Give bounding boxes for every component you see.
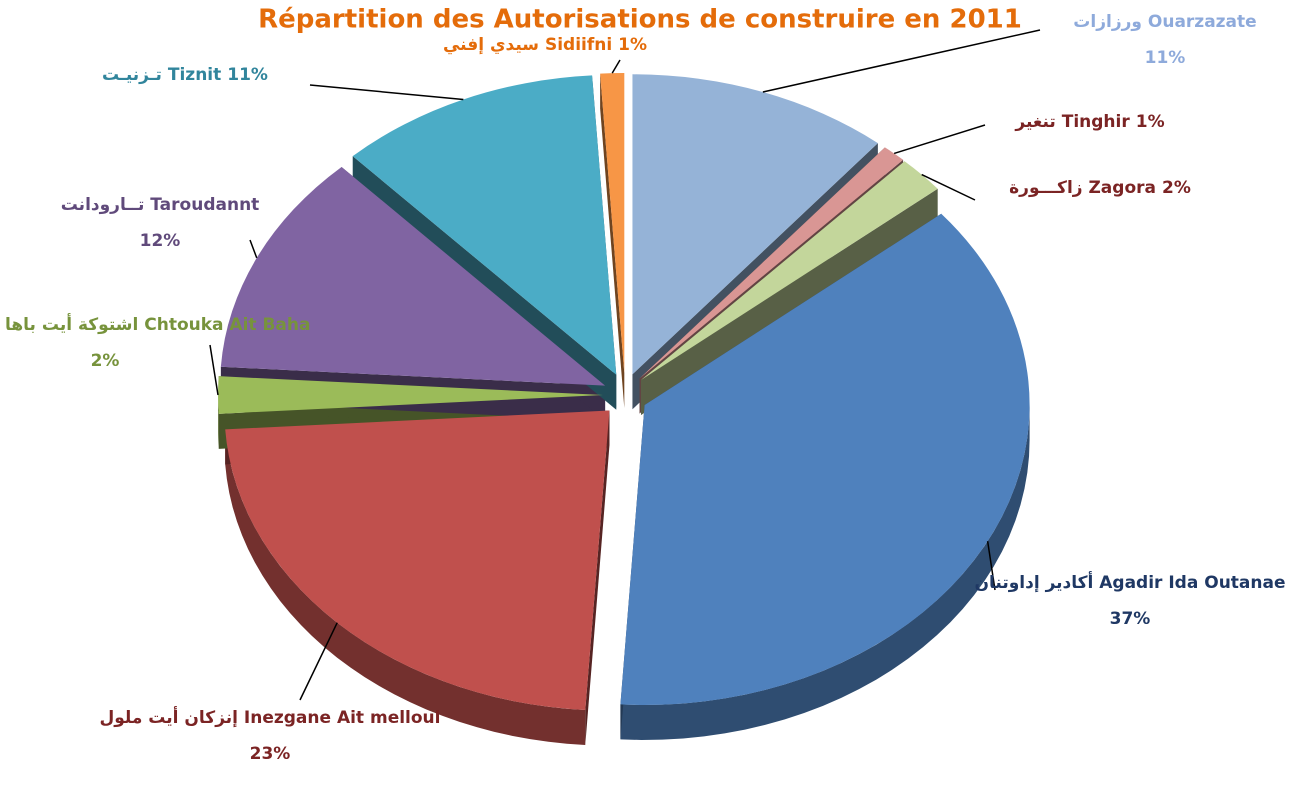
leader-line xyxy=(986,541,996,591)
leader-line xyxy=(249,239,258,259)
category-label: تــارودانت Taroudannt xyxy=(61,195,260,215)
category-label: زاكـــورة Zagora xyxy=(1009,178,1156,198)
slice-edge xyxy=(585,410,610,745)
value-label: 1% xyxy=(1136,112,1165,132)
data-label: تـزنيـت Tiznit 11% xyxy=(102,65,268,85)
value-label: 12% xyxy=(140,231,181,251)
slice-side xyxy=(225,429,586,745)
leader-line xyxy=(611,59,621,74)
category-label: إنزكان أيت ملول Inezgane Ait melloul xyxy=(100,706,441,728)
value-label: 11% xyxy=(227,65,268,85)
data-label: زاكـــورة Zagora 2% xyxy=(1009,178,1191,198)
value-label: 37% xyxy=(1110,609,1151,629)
slice xyxy=(352,75,617,375)
data-label: سيدي إفني Sidiifni 1% xyxy=(443,35,647,55)
value-label: 2% xyxy=(91,351,120,371)
category-label: أكادير إداوتنان Agadir Ida Outanae xyxy=(974,571,1285,593)
category-label: تـزنيـت Tiznit xyxy=(102,65,221,85)
slice xyxy=(641,161,938,380)
slice xyxy=(639,147,904,379)
slice-edge xyxy=(641,188,938,415)
slice xyxy=(632,74,878,375)
category-label: تنغير Tinghir xyxy=(1014,112,1130,132)
slice-edge xyxy=(600,73,625,409)
slice xyxy=(620,213,1030,705)
value-label: 2% xyxy=(1162,178,1191,198)
category-label: اشتوكة أيت باها Chtouka Ait Baha xyxy=(5,313,310,335)
slice xyxy=(218,376,603,414)
category-label: ورزازات Ouarzazate xyxy=(1073,12,1256,32)
leader-line xyxy=(309,84,464,101)
slice xyxy=(220,166,606,386)
category-label: سيدي إفني Sidiifni xyxy=(443,35,612,55)
slice xyxy=(600,73,625,374)
data-label: تنغير Tinghir 1% xyxy=(1014,112,1164,132)
leader-line xyxy=(299,622,338,701)
slice-side xyxy=(620,404,1030,740)
leader-line xyxy=(209,344,219,396)
leader-line xyxy=(921,173,976,201)
value-label: 11% xyxy=(1145,48,1186,68)
slice xyxy=(225,410,610,710)
leader-line xyxy=(762,29,1041,93)
value-label: 23% xyxy=(250,744,291,764)
slice-side xyxy=(218,395,219,449)
value-label: 1% xyxy=(618,35,647,55)
chart-title: Répartition des Autorisations de constru… xyxy=(258,5,1022,35)
leader-line xyxy=(893,124,986,155)
